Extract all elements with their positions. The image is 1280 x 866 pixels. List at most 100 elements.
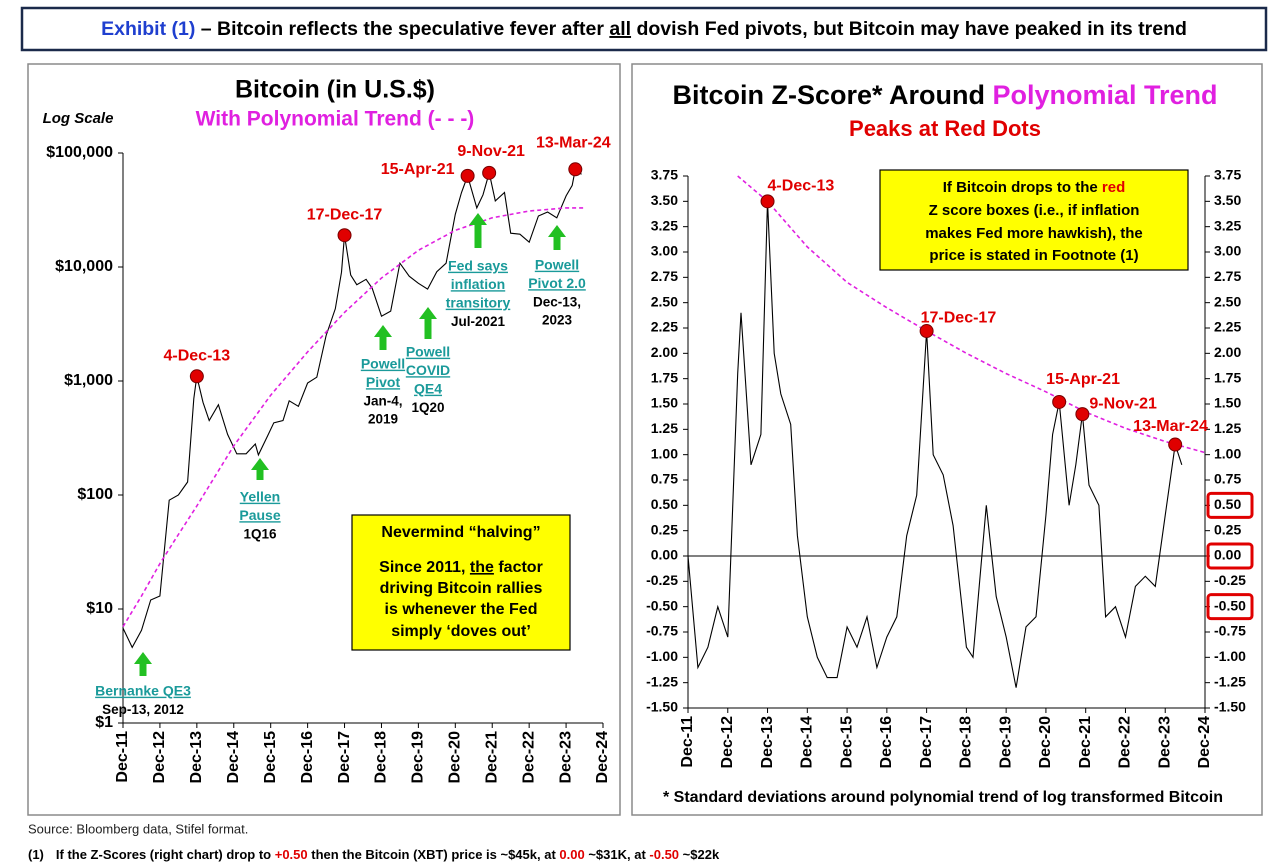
y-tick-label: -0.25 (646, 572, 678, 588)
green-arrow (134, 652, 152, 676)
callout-line: simply ‘doves out’ (391, 623, 531, 640)
x-tick-label: Dec-18 (958, 716, 975, 769)
peak-dot (482, 165, 497, 180)
callout-line: Z score boxes (i.e., if inflation (929, 202, 1140, 219)
callout-heading: Nevermind “halving” (381, 524, 540, 541)
chart-subtitle: Peaks at Red Dots (849, 116, 1041, 141)
y-tick-label: 1.00 (1214, 445, 1241, 461)
y-tick-label: -0.50 (1214, 597, 1246, 613)
y-tick-label: 0.00 (651, 547, 678, 563)
y-tick-label: 0.75 (651, 471, 678, 487)
x-tick-label: Dec-21 (1077, 716, 1094, 769)
arrow-link: Pivot 2.0 (528, 275, 586, 291)
y-tick-label: 3.50 (1214, 192, 1241, 208)
y-tick-label: $10 (86, 600, 113, 617)
x-tick-label: Dec-22 (520, 731, 537, 784)
y-tick-label: -0.75 (1214, 623, 1246, 639)
y-tick-label: 0.00 (1214, 547, 1241, 563)
arrow-link: Fed says (448, 258, 508, 274)
x-tick-label: Dec-13 (188, 731, 205, 784)
arrow-note: Jan-4, (363, 394, 402, 409)
x-tick-label: Dec-23 (557, 731, 574, 784)
x-tick-label: Dec-16 (878, 716, 895, 769)
y-tick-label: 2.25 (1214, 319, 1241, 335)
x-tick-label: Dec-18 (373, 731, 390, 784)
y-tick-label: 3.25 (1214, 217, 1241, 233)
tick-highlight (1206, 542, 1254, 570)
y-tick-label: 1.50 (1214, 395, 1241, 411)
x-tick-label: Dec-24 (1196, 716, 1213, 769)
y-tick-label: 1.25 (651, 420, 678, 436)
green-arrow (469, 213, 487, 248)
footnote-text: ~$31K, at (585, 847, 650, 862)
green-arrow (548, 225, 566, 250)
y-tick-label: 2.50 (651, 293, 678, 309)
source: Source: Bloomberg data, Stifel format. (28, 821, 248, 836)
x-tick-label: Dec-14 (225, 731, 242, 784)
y-tick-label: $100 (77, 486, 113, 503)
x-tick-label: Dec-19 (410, 731, 427, 784)
tick-highlight (1206, 593, 1254, 621)
arrow-link: Powell (361, 356, 405, 372)
peak-dot (337, 228, 352, 243)
y-tick-label: -1.25 (1214, 673, 1246, 689)
peak-dot (919, 324, 934, 339)
footnote-text: -0.50 (649, 847, 679, 862)
arrow-note: Dec-13, (533, 295, 581, 310)
x-tick-label: Dec-11 (679, 716, 696, 768)
chart-footnote: * Standard deviations around polynomial … (663, 789, 1223, 806)
y-tick-label: 2.00 (1214, 344, 1241, 360)
callout-line: If Bitcoin drops to the red (943, 179, 1126, 196)
y-tick-label: 2.75 (651, 268, 678, 284)
peak-label: 13-Mar-24 (536, 134, 611, 151)
y-tick-label: -1.00 (646, 648, 678, 664)
y-tick-label: 3.00 (1214, 243, 1241, 259)
footnote-text: If the Z-Scores (right chart) drop to (56, 847, 275, 862)
y-tick-label: 2.25 (651, 319, 678, 335)
y-tick-label: 1.00 (651, 445, 678, 461)
y-tick-label: -1.25 (646, 673, 678, 689)
y-tick-label: 1.25 (1214, 420, 1241, 436)
callout-line: price is stated in Footnote (1) (929, 247, 1138, 264)
banner-text: all (609, 18, 631, 40)
title-text: Polynomial Trend (992, 80, 1217, 110)
x-tick-label: Dec-12 (719, 716, 736, 769)
callout-text: the (470, 559, 494, 576)
green-arrow (374, 325, 392, 350)
y-tick-label: 1.75 (1214, 369, 1241, 385)
chart-title: Bitcoin Z-Score* Around Polynomial Trend (672, 80, 1217, 110)
x-tick-label: Dec-17 (918, 716, 935, 769)
footnote-text: 0.00 (559, 847, 584, 862)
banner-text: – Bitcoin reflects the speculative fever… (195, 18, 609, 40)
peak-label: 15-Apr-21 (1046, 371, 1120, 388)
y-tick-label: -0.75 (646, 623, 678, 639)
peak-dot (460, 168, 475, 183)
arrow-note: Sep-13, 2012 (102, 702, 184, 717)
peak-dot (1052, 394, 1067, 409)
y-tick-label: -1.00 (1214, 648, 1246, 664)
banner (20, 6, 1268, 52)
y-tick-label: 2.75 (1214, 268, 1241, 284)
y-tick-label: 3.00 (651, 243, 678, 259)
callout-line: makes Fed more hawkish), the (925, 225, 1143, 242)
arrow-link: Pause (239, 507, 280, 523)
y-tick-label: 0.50 (651, 496, 678, 512)
arrow-link: COVID (406, 362, 450, 378)
tick-highlight (1206, 491, 1254, 519)
footnote-marker: (1) (28, 847, 44, 862)
x-tick-label: Dec-16 (299, 731, 316, 784)
peak-dot (760, 194, 775, 209)
x-tick-label: Dec-24 (594, 731, 611, 784)
callout-line: is whenever the Fed (385, 601, 538, 618)
y-tick-label: -0.25 (1214, 572, 1246, 588)
arrow-link: Pivot (366, 374, 401, 390)
arrow-note: 2023 (542, 313, 573, 328)
title-text: Bitcoin Z-Score* Around (672, 80, 992, 110)
y-tick-label: $10,000 (55, 258, 113, 275)
trend-line (737, 175, 1206, 454)
y-tick-label: 2.00 (651, 344, 678, 360)
y-tick-label: 1.50 (651, 395, 678, 411)
banner-text: dovish Fed pivots, but Bitcoin may have … (631, 18, 1187, 40)
